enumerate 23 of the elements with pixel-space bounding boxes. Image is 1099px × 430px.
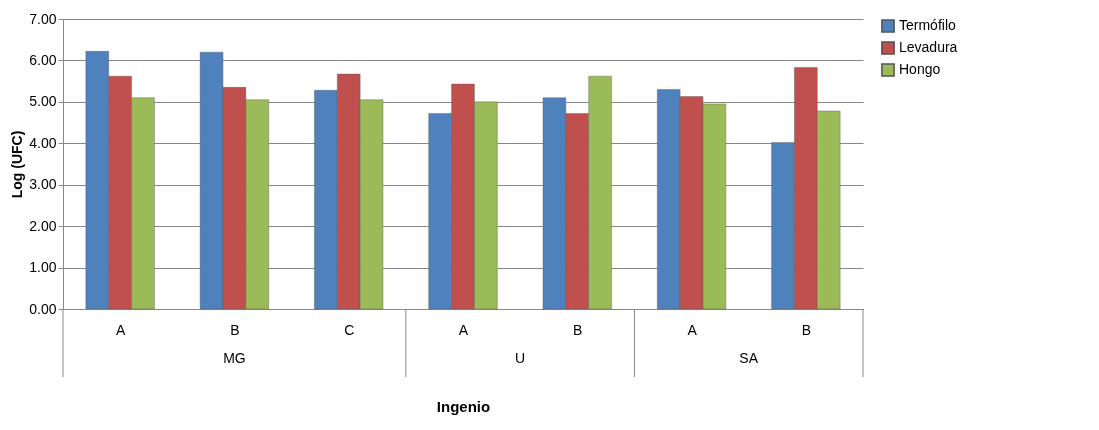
text: MG — [223, 350, 246, 366]
y-tick-label: 6.00 — [29, 51, 57, 68]
y-tick-label: 3.00 — [29, 176, 57, 193]
x-tick-label: A — [115, 321, 126, 338]
text: U — [515, 350, 526, 366]
x-axis-title: Ingenio — [436, 397, 491, 415]
y-tick-label: 1.00 — [29, 259, 57, 276]
x-tick-label: A — [458, 321, 469, 338]
text: SA — [739, 350, 759, 366]
x-tick-label: B — [573, 321, 583, 338]
x-tick-label: C — [344, 321, 355, 338]
y-tick-label: 2.00 — [29, 217, 57, 234]
legend-label: Hongo — [899, 61, 941, 77]
y-tick-label: 4.00 — [29, 134, 57, 151]
y-axis-title: Log (UFC) — [9, 130, 26, 199]
legend-label: Levadura — [899, 39, 958, 55]
x-tick-label: B — [801, 321, 812, 338]
y-tick-label: 7.00 — [29, 10, 57, 27]
y-tick-label: 5.00 — [29, 93, 57, 110]
legend-label: Termófilo — [899, 17, 957, 33]
x-tick-label: A — [687, 321, 698, 338]
y-tick-label: 0.00 — [29, 300, 57, 317]
x-tick-label: B — [230, 321, 240, 338]
